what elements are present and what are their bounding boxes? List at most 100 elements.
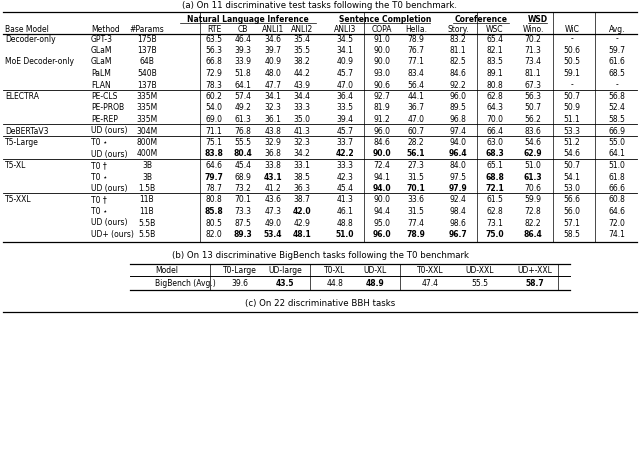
Text: 87.5: 87.5: [235, 218, 252, 228]
Text: 66.6: 66.6: [609, 184, 625, 193]
Text: UD (ours): UD (ours): [91, 184, 127, 193]
Text: 76.8: 76.8: [235, 127, 252, 135]
Text: 66.8: 66.8: [205, 57, 223, 67]
Text: 33.8: 33.8: [264, 161, 282, 170]
Text: 36.8: 36.8: [264, 150, 282, 158]
Text: 40.9: 40.9: [264, 57, 282, 67]
Text: 33.7: 33.7: [337, 138, 353, 147]
Text: 3B: 3B: [142, 173, 152, 181]
Text: 46.1: 46.1: [337, 207, 353, 216]
Text: 45.4: 45.4: [337, 184, 353, 193]
Text: 46.4: 46.4: [234, 34, 252, 44]
Text: 40.9: 40.9: [337, 57, 353, 67]
Text: 35.0: 35.0: [294, 115, 310, 124]
Text: 70.2: 70.2: [525, 34, 541, 44]
Text: #Params: #Params: [130, 24, 164, 34]
Text: (c) On 22 discriminative BBH tasks: (c) On 22 discriminative BBH tasks: [245, 299, 395, 308]
Text: 5.5B: 5.5B: [138, 230, 156, 239]
Text: 64.1: 64.1: [609, 150, 625, 158]
Text: 59.9: 59.9: [525, 196, 541, 205]
Text: 83.4: 83.4: [408, 69, 424, 78]
Text: 45.7: 45.7: [337, 127, 353, 135]
Text: WSC: WSC: [486, 24, 504, 34]
Text: 98.4: 98.4: [449, 207, 467, 216]
Text: 34.1: 34.1: [264, 92, 282, 101]
Text: 65.1: 65.1: [486, 161, 504, 170]
Text: 335M: 335M: [136, 103, 157, 112]
Text: 83.8: 83.8: [205, 150, 223, 158]
Text: 43.6: 43.6: [264, 196, 282, 205]
Text: 11B: 11B: [140, 196, 154, 205]
Text: 36.4: 36.4: [337, 92, 353, 101]
Text: 78.7: 78.7: [205, 184, 223, 193]
Text: 57.1: 57.1: [564, 218, 580, 228]
Text: Natural Language Inference: Natural Language Inference: [187, 15, 309, 23]
Text: 81.9: 81.9: [374, 103, 390, 112]
Text: 39.7: 39.7: [264, 46, 282, 55]
Text: 70.0: 70.0: [486, 115, 504, 124]
Text: 42.2: 42.2: [336, 150, 355, 158]
Text: 54.6: 54.6: [525, 138, 541, 147]
Text: Base Model: Base Model: [5, 24, 49, 34]
Text: 47.7: 47.7: [264, 80, 282, 90]
Text: 91.0: 91.0: [374, 34, 390, 44]
Text: 80.8: 80.8: [486, 80, 504, 90]
Text: 38.5: 38.5: [294, 173, 310, 181]
Text: 39.4: 39.4: [337, 115, 353, 124]
Text: 38.2: 38.2: [294, 57, 310, 67]
Text: 28.2: 28.2: [408, 138, 424, 147]
Text: 96.7: 96.7: [449, 230, 467, 239]
Text: 59.7: 59.7: [609, 46, 625, 55]
Text: 61.3: 61.3: [235, 115, 252, 124]
Text: 56.4: 56.4: [408, 80, 424, 90]
Text: 45.4: 45.4: [234, 161, 252, 170]
Text: 82.2: 82.2: [525, 218, 541, 228]
Text: UD (ours): UD (ours): [91, 150, 127, 158]
Text: 72.9: 72.9: [205, 69, 223, 78]
Text: 69.0: 69.0: [205, 115, 223, 124]
Text: ELECTRA: ELECTRA: [5, 92, 39, 101]
Text: Model: Model: [155, 266, 178, 275]
Text: (b) On 13 discriminative BigBench tasks following the T0 benchmark: (b) On 13 discriminative BigBench tasks …: [172, 251, 468, 260]
Text: T5-XL: T5-XL: [5, 161, 26, 170]
Text: 33.3: 33.3: [294, 103, 310, 112]
Text: 51.0: 51.0: [336, 230, 355, 239]
Text: 98.6: 98.6: [449, 218, 467, 228]
Text: 50.7: 50.7: [563, 92, 580, 101]
Text: 44.2: 44.2: [294, 69, 310, 78]
Text: 63.5: 63.5: [205, 34, 223, 44]
Text: 55.5: 55.5: [472, 279, 488, 288]
Text: Story.: Story.: [447, 24, 468, 34]
Text: 47.4: 47.4: [422, 279, 438, 288]
Text: T5-XXL: T5-XXL: [5, 196, 31, 205]
Text: 1.5B: 1.5B: [138, 184, 156, 193]
Text: 72.1: 72.1: [486, 184, 504, 193]
Text: 800M: 800M: [136, 138, 157, 147]
Text: 93.0: 93.0: [374, 69, 390, 78]
Text: 48.1: 48.1: [292, 230, 312, 239]
Text: 65.4: 65.4: [486, 34, 504, 44]
Text: 68.8: 68.8: [486, 173, 504, 181]
Text: MoE Decoder-only: MoE Decoder-only: [5, 57, 74, 67]
Text: 3B: 3B: [142, 161, 152, 170]
Text: 73.2: 73.2: [235, 184, 252, 193]
Text: T0 ⋆: T0 ⋆: [91, 138, 108, 147]
Text: Hella.: Hella.: [405, 24, 427, 34]
Text: 64.6: 64.6: [609, 207, 625, 216]
Text: 50.5: 50.5: [563, 57, 580, 67]
Text: 91.2: 91.2: [374, 115, 390, 124]
Text: 137B: 137B: [137, 80, 157, 90]
Text: 84.6: 84.6: [374, 138, 390, 147]
Text: 84.6: 84.6: [449, 69, 467, 78]
Text: 49.0: 49.0: [264, 218, 282, 228]
Text: UD-XXL: UD-XXL: [466, 266, 494, 275]
Text: 83.2: 83.2: [450, 34, 467, 44]
Text: 79.7: 79.7: [205, 173, 223, 181]
Text: 34.6: 34.6: [264, 34, 282, 44]
Text: 97.4: 97.4: [449, 127, 467, 135]
Text: 83.5: 83.5: [486, 57, 504, 67]
Text: 42.9: 42.9: [294, 218, 310, 228]
Text: 39.3: 39.3: [234, 46, 252, 55]
Text: PE-CLS: PE-CLS: [91, 92, 117, 101]
Text: 64.6: 64.6: [205, 161, 223, 170]
